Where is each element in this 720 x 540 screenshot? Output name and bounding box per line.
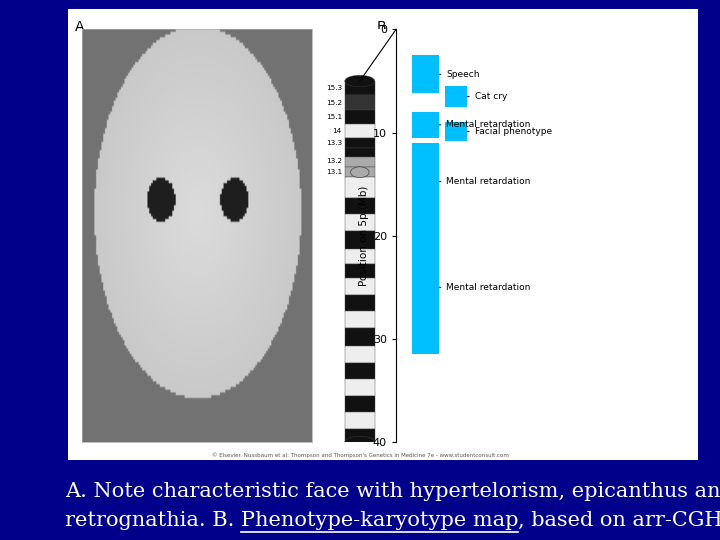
Text: 13.2: 13.2	[325, 159, 342, 165]
Bar	[345, 148, 374, 157]
Text: 13.3: 13.3	[325, 140, 342, 146]
Ellipse shape	[345, 436, 374, 448]
Bar	[345, 311, 374, 328]
Text: Facial phenotype: Facial phenotype	[467, 127, 552, 136]
Bar	[345, 328, 374, 346]
Bar	[345, 124, 374, 138]
Bar	[345, 110, 374, 124]
Text: , based on arr-CGH: , based on arr-CGH	[518, 511, 720, 530]
Bar	[345, 278, 374, 295]
Bar	[412, 55, 439, 93]
Bar	[345, 157, 374, 167]
Text: 15.3: 15.3	[325, 85, 342, 91]
Text: Mental retardation: Mental retardation	[439, 283, 531, 292]
Text: A. Note characteristic face with hypertelorism, epicanthus and: A. Note characteristic face with hyperte…	[65, 482, 720, 501]
Bar	[345, 81, 374, 96]
Bar	[412, 143, 439, 220]
Bar	[446, 86, 467, 107]
Bar	[345, 363, 374, 379]
Bar	[446, 122, 467, 141]
Bar	[345, 231, 374, 249]
Text: Mental retardation: Mental retardation	[439, 120, 531, 130]
Bar	[345, 138, 374, 149]
Bar	[345, 167, 374, 177]
Bar	[345, 249, 374, 264]
Text: Phenotype-karyotype map: Phenotype-karyotype map	[240, 511, 518, 530]
Text: Speech: Speech	[439, 70, 480, 79]
Text: retrognathia. B.: retrognathia. B.	[65, 511, 240, 530]
Bar	[345, 429, 374, 442]
Bar	[345, 413, 374, 429]
Bar	[412, 112, 439, 138]
Bar	[345, 346, 374, 363]
Text: B: B	[377, 21, 387, 35]
Text: © Elsevier. Nussbaum et al: Thompson and Thompson's Genetics in Medicine 7e - ww: © Elsevier. Nussbaum et al: Thompson and…	[212, 453, 508, 458]
Text: 15.1: 15.1	[325, 114, 342, 120]
Bar	[345, 379, 374, 396]
Text: 15.2: 15.2	[325, 100, 342, 106]
Bar	[345, 295, 374, 311]
Y-axis label: Position on 5p (Mb): Position on 5p (Mb)	[359, 186, 369, 286]
Text: Mental retardation: Mental retardation	[439, 177, 531, 186]
Bar	[345, 96, 374, 110]
Text: 13.1: 13.1	[325, 169, 342, 175]
Text: A: A	[75, 21, 84, 35]
Ellipse shape	[351, 167, 369, 178]
Bar	[345, 177, 374, 198]
Text: 14: 14	[333, 128, 342, 134]
Bar	[345, 198, 374, 214]
Bar	[345, 396, 374, 413]
Ellipse shape	[345, 75, 374, 87]
Bar	[345, 264, 374, 278]
Text: Cat cry: Cat cry	[467, 92, 507, 101]
Bar	[412, 220, 439, 354]
Bar	[345, 214, 374, 231]
